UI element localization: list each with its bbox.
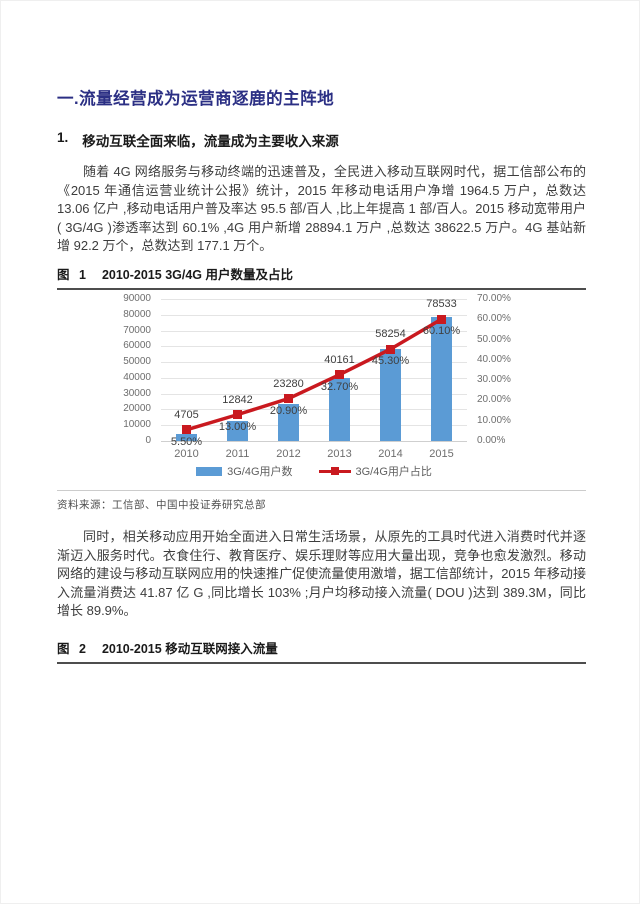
legend-bar-swatch bbox=[196, 466, 223, 476]
gridline-50000 bbox=[161, 362, 467, 364]
percent-label-2010: 5.50% bbox=[170, 435, 203, 448]
bar-2015 bbox=[431, 317, 452, 441]
percent-label-2015: 60.10% bbox=[422, 325, 461, 338]
right-axis-tick-10.00%: 10.00% bbox=[477, 414, 511, 426]
penetration-line bbox=[185, 317, 443, 432]
left-axis-tick-10000: 10000 bbox=[123, 419, 151, 431]
legend-item-penetration: 3G/4G用户占比 bbox=[318, 463, 432, 479]
left-axis-tick-40000: 40000 bbox=[123, 371, 151, 383]
line-marker-2015 bbox=[437, 314, 446, 324]
figure-2-number: 图 2 bbox=[57, 642, 89, 656]
left-axis-tick-30000: 30000 bbox=[123, 387, 151, 399]
gridline-30000 bbox=[161, 393, 467, 395]
line-marker-2014 bbox=[386, 344, 395, 354]
source-note: 资料来源：工信部、中国中投证券研究总部 bbox=[57, 490, 586, 512]
x-axis-label-2010: 2010 bbox=[174, 448, 199, 460]
legend-line-swatch bbox=[318, 466, 351, 476]
left-axis-tick-80000: 80000 bbox=[123, 308, 151, 320]
paragraph-2: 同时，相关移动应用开始全面进入日常生活场景，从原先的工具时代进入消费时代并逐渐迈… bbox=[57, 529, 586, 618]
bar-2014 bbox=[380, 349, 401, 441]
right-axis-tick-60.00%: 60.00% bbox=[477, 313, 511, 325]
bar-2012 bbox=[278, 404, 299, 441]
right-axis-tick-20.00%: 20.00% bbox=[477, 394, 511, 406]
legend-label-penetration: 3G/4G用户占比 bbox=[355, 466, 432, 478]
left-axis-tick-60000: 60000 bbox=[123, 340, 151, 352]
left-axis-tick-50000: 50000 bbox=[123, 356, 151, 368]
bar-value-label-2012: 23280 bbox=[273, 377, 304, 390]
figure-2-title: 2010-2015 移动互联网接入流量 bbox=[101, 642, 278, 656]
x-axis-label-2015: 2015 bbox=[429, 448, 454, 460]
gridline-40000 bbox=[161, 377, 467, 379]
x-axis-label-2012: 2012 bbox=[276, 448, 301, 460]
sub-section-heading: 1. 移动互联全面来临，流量成为主要收入来源 bbox=[57, 130, 586, 150]
bar-value-label-2011: 12842 bbox=[222, 393, 253, 406]
legend-item-users: 3G/4G用户数 bbox=[196, 463, 293, 479]
bar-value-label-2015: 78533 bbox=[426, 298, 457, 311]
gridline-60000 bbox=[161, 346, 467, 348]
paragraph-1: 随着 4G 网络服务与移动终端的迅速普及，全民进入移动互联网时代，据工信部公布的… bbox=[57, 164, 586, 253]
figure-1-caption: 图 1 2010-2015 3G/4G 用户数量及占比 bbox=[57, 264, 586, 290]
gridline-90000 bbox=[161, 299, 467, 300]
gridline-0 bbox=[161, 441, 467, 442]
line-marker-2011 bbox=[233, 410, 242, 420]
bar-value-label-2010: 4705 bbox=[174, 408, 199, 421]
percent-label-2014: 45.30% bbox=[371, 355, 410, 368]
right-axis-tick-30.00%: 30.00% bbox=[477, 374, 511, 386]
x-axis-label-2014: 2014 bbox=[378, 448, 403, 460]
legend-label-users: 3G/4G用户数 bbox=[227, 466, 293, 478]
chart-legend: 3G/4G用户数 3G/4G用户占比 bbox=[161, 463, 467, 479]
right-axis-tick-0.00%: 0.00% bbox=[477, 435, 506, 446]
figure-1-title: 2010-2015 3G/4G 用户数量及占比 bbox=[101, 268, 293, 282]
right-axis-tick-70.00%: 70.00% bbox=[477, 293, 511, 304]
percent-label-2012: 20.90% bbox=[269, 404, 308, 417]
bar-2013 bbox=[329, 377, 350, 441]
gridline-20000 bbox=[161, 409, 467, 411]
gridline-70000 bbox=[161, 330, 467, 332]
section-heading: 一.流量经营成为运营商逐鹿的主阵地 bbox=[57, 90, 335, 108]
line-marker-2013 bbox=[335, 370, 344, 380]
left-axis-tick-70000: 70000 bbox=[123, 324, 151, 336]
x-axis-label-2013: 2013 bbox=[327, 448, 352, 460]
figure-2-caption: 图 2 2010-2015 移动互联网接入流量 bbox=[57, 638, 586, 664]
bar-2010 bbox=[176, 433, 197, 441]
gridline-80000 bbox=[161, 314, 467, 316]
left-axis-tick-0: 0 bbox=[145, 435, 151, 446]
left-axis-tick-20000: 20000 bbox=[123, 403, 151, 415]
percent-label-2013: 32.70% bbox=[320, 380, 359, 393]
sub-section-number: 1. bbox=[57, 130, 69, 145]
percent-label-2011: 13.00% bbox=[218, 420, 257, 433]
right-axis-tick-50.00%: 50.00% bbox=[477, 333, 511, 345]
figure-1-chart: 0 10000 20000 30000 40000 50000 60000 70000 8000… bbox=[57, 289, 586, 487]
gridline-10000 bbox=[161, 425, 467, 427]
figure-1-number: 图 1 bbox=[57, 268, 89, 282]
sub-section-title: 移动互联全面来临，流量成为主要收入来源 bbox=[82, 134, 339, 149]
bar-value-label-2014: 58254 bbox=[375, 328, 406, 341]
right-axis-tick-40.00%: 40.00% bbox=[477, 353, 511, 365]
left-axis-tick-90000: 90000 bbox=[123, 293, 151, 304]
bar-value-label-2013: 40161 bbox=[324, 353, 355, 366]
x-axis-label-2011: 2011 bbox=[225, 448, 250, 460]
line-marker-2012 bbox=[284, 394, 293, 404]
bar-2011 bbox=[227, 420, 248, 441]
line-marker-2010 bbox=[182, 425, 191, 435]
